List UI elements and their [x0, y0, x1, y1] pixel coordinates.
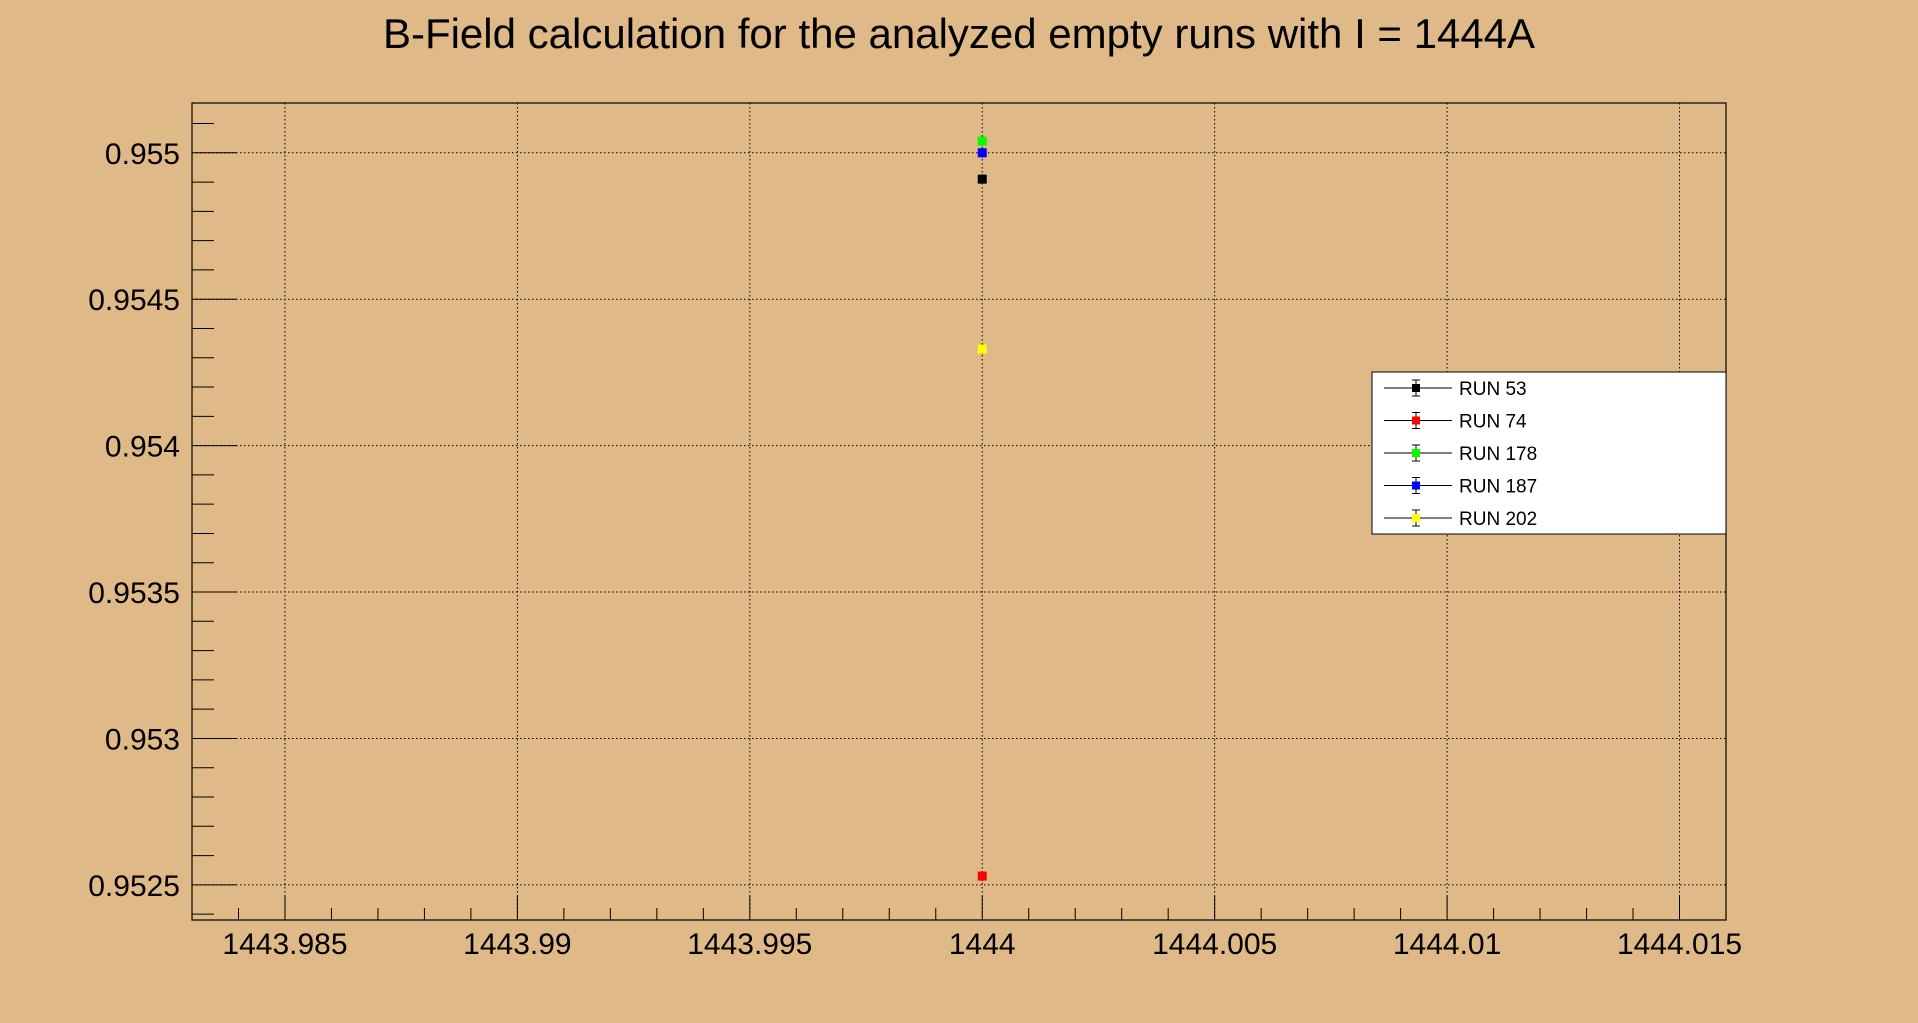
y-tick-label: 0.953 [105, 723, 180, 756]
legend-entry: RUN 178 [1384, 444, 1537, 465]
data-point-run-202 [977, 344, 987, 354]
x-tick-label: 1444.015 [1617, 928, 1742, 961]
x-tick-label: 1443.985 [222, 928, 347, 961]
y-axis: 0.9525 0.953 0.9535 0.954 0.9545 0.955 [88, 122, 237, 915]
data-points [977, 136, 987, 882]
legend-entry: RUN 202 [1384, 509, 1537, 530]
legend-label: RUN 187 [1459, 477, 1537, 498]
legend-label: RUN 178 [1459, 444, 1537, 465]
legend-label: RUN 53 [1459, 379, 1527, 400]
legend-entry: RUN 74 [1384, 412, 1527, 433]
x-tick-label: 1444.005 [1152, 928, 1277, 961]
x-tick-label: 1443.995 [687, 928, 812, 961]
x-tick-label: 1444.01 [1393, 928, 1501, 961]
legend-marker [1412, 449, 1420, 457]
y-tick-label: 0.954 [105, 431, 180, 464]
chart-title: B-Field calculation for the analyzed emp… [383, 10, 1535, 57]
legend-marker [1412, 384, 1420, 392]
legend: RUN 53 RUN 74 RUN 178 RUN 187 RUN 202 [1371, 371, 1727, 535]
data-point-run-53 [977, 174, 987, 184]
data-point-run-74 [977, 871, 987, 881]
legend-label: RUN 202 [1459, 509, 1537, 530]
legend-marker [1412, 514, 1420, 522]
legend-marker [1412, 416, 1420, 425]
y-tick-label: 0.9535 [88, 577, 180, 610]
x-tick-label: 1444 [949, 928, 1016, 961]
data-point-run-178 [977, 136, 987, 146]
data-point-run-187 [977, 148, 987, 158]
legend-label: RUN 74 [1459, 412, 1527, 433]
y-tick-label: 0.9525 [88, 870, 180, 903]
x-axis: 1443.985 1443.99 1443.995 1444 1444.005 1444.… [222, 896, 1742, 961]
y-tick-label: 0.955 [105, 138, 180, 171]
legend-entry: RUN 53 [1384, 379, 1527, 400]
y-tick-label: 0.9545 [88, 284, 180, 317]
x-tick-label: 1443.99 [463, 928, 571, 961]
legend-entry: RUN 187 [1384, 477, 1537, 498]
legend-marker [1412, 481, 1420, 490]
